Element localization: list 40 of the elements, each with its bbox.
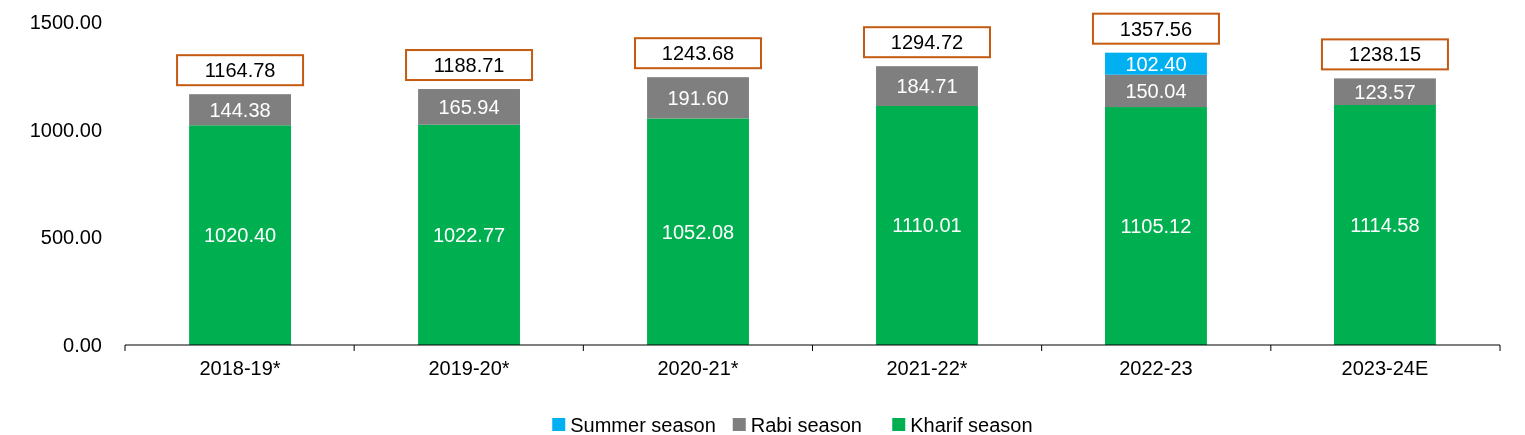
bar — [876, 66, 978, 106]
total-label: 1188.71 — [433, 54, 505, 77]
data-label: 1052.08 — [661, 220, 735, 243]
data-label: 123.57 — [1354, 80, 1416, 103]
y-tick-label: 500.00 — [40, 226, 102, 249]
data-label: 144.38 — [209, 98, 271, 121]
data-label: 102.40 — [1125, 52, 1187, 75]
total-label: 1294.72 — [890, 31, 964, 54]
total-label: 1357.56 — [1119, 17, 1193, 40]
data-label: 1022.77 — [432, 223, 506, 246]
x-tick-label: 2018-19* — [199, 357, 281, 379]
x-tick-label: 2023-24E — [1341, 357, 1429, 379]
total-label: 1164.78 — [204, 59, 276, 82]
data-label: 1110.01 — [892, 214, 962, 237]
data-label: 1020.40 — [203, 224, 277, 247]
y-tick-label: 1000.00 — [29, 118, 102, 141]
data-label: 1105.12 — [1120, 215, 1192, 238]
bar — [647, 118, 749, 345]
legend-label: Rabi season — [750, 414, 862, 435]
data-label: 1114.58 — [1350, 214, 1420, 236]
y-tick-label: 0.00 — [63, 334, 102, 356]
total-label: 1238.15 — [1348, 43, 1422, 66]
y-tick-label: 1500.00 — [29, 11, 102, 33]
data-label: 165.94 — [438, 95, 500, 118]
legend-label: Kharif season — [910, 414, 1033, 435]
x-tick-label: 2020-21* — [657, 357, 739, 379]
x-tick-label: 2019-20* — [428, 357, 510, 379]
bar — [876, 105, 978, 345]
x-tick-label: 2021-22* — [886, 357, 968, 379]
bar — [189, 125, 292, 345]
data-label: 150.04 — [1125, 79, 1187, 102]
bar — [647, 77, 749, 119]
legend-label: Summer season — [570, 414, 716, 435]
total-label: 1243.68 — [661, 42, 735, 65]
data-label: 184.71 — [896, 75, 958, 98]
bar — [1333, 104, 1436, 345]
data-label: 191.60 — [667, 86, 729, 109]
bar — [1105, 107, 1207, 345]
bar — [418, 124, 520, 345]
x-tick-label: 2022-23 — [1119, 357, 1193, 379]
